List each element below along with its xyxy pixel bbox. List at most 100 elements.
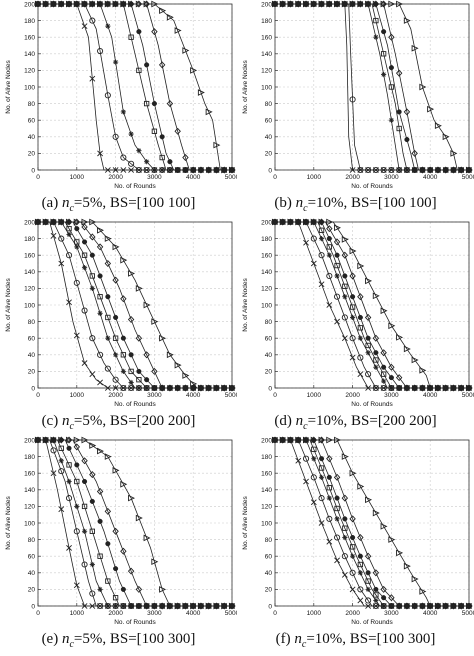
marker-dot (167, 159, 173, 165)
marker-circle (112, 376, 119, 383)
y-tick-label: 100 (261, 302, 272, 309)
marker-circle (310, 235, 317, 242)
marker-triangle-right (295, 0, 303, 8)
y-tick-label: 180 (24, 18, 35, 25)
marker-triangle-right (287, 0, 295, 8)
marker-x (128, 167, 135, 173)
series-line (275, 439, 469, 607)
x-tick-label: 1000 (307, 392, 322, 399)
marker-diamond (450, 166, 457, 174)
marker-diamond (333, 473, 341, 481)
marker-star (128, 379, 134, 386)
series-group (271, 436, 473, 610)
marker-diamond (135, 585, 143, 593)
marker-dot (159, 134, 165, 140)
y-tick-label: 140 (24, 487, 35, 494)
marker-diamond (197, 166, 205, 174)
marker-dot (350, 534, 356, 541)
marker-circle (380, 384, 387, 392)
marker-diamond (104, 259, 112, 268)
marker-triangle-right (213, 384, 221, 392)
marker-x (97, 379, 103, 386)
marker-diamond (174, 127, 181, 135)
marker-square (334, 505, 340, 512)
marker-triangle-right (42, 0, 50, 8)
marker-dot (388, 65, 394, 71)
y-tick-label: 180 (24, 454, 35, 461)
marker-circle (81, 561, 88, 568)
marker-square (81, 503, 88, 510)
marker-dot (334, 252, 340, 258)
marker-circle (128, 384, 135, 392)
marker-square (159, 154, 165, 161)
y-ticks: 0 20 40 60 80 100 120 140 160 180 200 (24, 1, 41, 174)
x-tick-label: 3000 (384, 610, 399, 617)
marker-square (97, 553, 103, 559)
marker-triangle-right (310, 0, 318, 8)
marker-dot (373, 586, 379, 592)
marker-x (89, 75, 96, 82)
y-tick-label: 120 (24, 504, 35, 511)
y-tick-label: 100 (24, 302, 35, 309)
marker-dot (136, 29, 142, 35)
y-axis-label: No. of Alive Nodes (5, 278, 12, 332)
marker-circle (120, 154, 127, 161)
marker-dot (151, 101, 157, 107)
y-tick-label: 60 (265, 118, 273, 125)
marker-triangle-right (341, 0, 349, 8)
marker-x (318, 281, 325, 288)
gridlines (274, 221, 470, 389)
marker-square (143, 385, 150, 391)
series-line (275, 221, 469, 389)
marker-triangle-right (112, 0, 120, 8)
marker-x (365, 385, 372, 391)
marker-triangle-right (279, 0, 287, 8)
marker-square (66, 462, 72, 468)
marker-diamond (411, 384, 418, 392)
x-tick-label: 2000 (108, 610, 123, 617)
marker-square (373, 592, 379, 598)
caption-prefix: (b) (274, 195, 292, 211)
marker-dot (381, 29, 387, 35)
marker-diamond (151, 367, 158, 375)
marker-diamond (112, 276, 119, 284)
y-tick-label: 160 (24, 471, 35, 478)
marker-x (349, 586, 356, 593)
marker-triangle-right (357, 262, 365, 270)
caption-prefix: (f) (275, 631, 291, 647)
x-tick-label: 3000 (147, 610, 162, 617)
marker-dot (89, 498, 95, 504)
caption-value: =10%, BS=[200 200] (307, 413, 437, 429)
marker-square (365, 342, 371, 349)
marker-diamond (127, 315, 135, 324)
marker-triangle-right (411, 44, 419, 52)
marker-diamond (166, 384, 174, 392)
marker-diamond (81, 223, 88, 231)
marker-triangle-right (365, 0, 373, 8)
marker-x (303, 478, 309, 485)
caption-prefix: (e) (41, 631, 59, 647)
marker-diamond (182, 384, 189, 392)
marker-diamond (104, 507, 112, 515)
marker-diamond (419, 384, 426, 392)
marker-x (334, 557, 340, 564)
y-tick-label: 0 (31, 385, 35, 392)
y-tick-label: 120 (261, 504, 272, 511)
y-tick-label: 140 (24, 51, 35, 58)
marker-diamond (442, 166, 449, 174)
caption-value: =10%, BS=[100 100] (307, 195, 437, 211)
series-triangle-right (271, 218, 473, 392)
marker-star (66, 231, 72, 238)
y-ticks: 0 20 40 60 80 100 120 140 160 180 200 (24, 219, 41, 392)
marker-triangle-right (380, 523, 388, 530)
marker-x (365, 603, 372, 609)
marker-star (66, 478, 72, 485)
marker-triangle-right (341, 236, 349, 243)
caption-d: (d) nc=10%, BS=[200 200] (237, 413, 474, 432)
marker-x (58, 506, 65, 513)
y-tick-label: 40 (265, 570, 273, 577)
marker-star (136, 385, 142, 391)
y-tick-label: 200 (261, 1, 272, 8)
